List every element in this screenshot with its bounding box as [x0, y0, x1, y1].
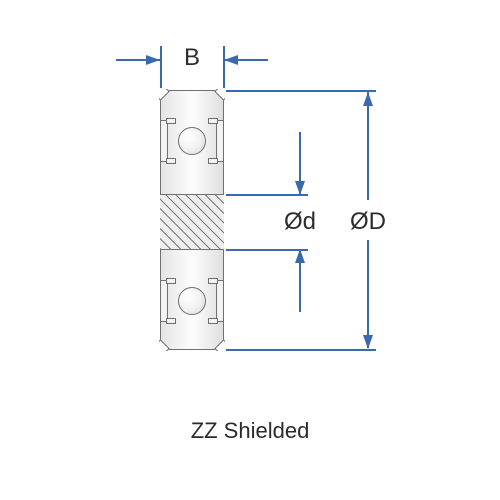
- upper-ball-assembly: [160, 120, 224, 162]
- dimension-line-D: [367, 92, 369, 200]
- dimension-label-d: Ød: [284, 208, 316, 236]
- shield-left: [160, 120, 168, 162]
- dimension-label-b: B: [184, 44, 200, 72]
- arrow-down-icon: [295, 181, 305, 195]
- extension-line: [160, 46, 162, 88]
- arrow-down-icon: [363, 335, 373, 349]
- corner-mask: [152, 75, 232, 89]
- extension-line: [226, 349, 376, 351]
- shield-lip: [208, 158, 218, 164]
- shield-lip: [208, 118, 218, 124]
- shield-lip: [166, 278, 176, 284]
- corner-mask: [152, 351, 232, 365]
- shield-right: [216, 120, 224, 162]
- extension-line: [223, 46, 225, 88]
- extension-line: [226, 90, 376, 92]
- shield-lip: [208, 318, 218, 324]
- shield-left: [160, 280, 168, 322]
- shield-lip: [208, 278, 218, 284]
- lower-ball-assembly: [160, 280, 224, 322]
- arrow-right-icon: [146, 55, 160, 65]
- shield-lip: [166, 318, 176, 324]
- shield-right: [216, 280, 224, 322]
- bore-section-hatch: [160, 194, 224, 250]
- bearing-technical-diagram: { "diagram": { "type": "technical-drawin…: [0, 0, 500, 500]
- arrow-up-icon: [363, 92, 373, 106]
- shield-lip: [166, 118, 176, 124]
- ball-element: [178, 287, 206, 315]
- dimension-label-D: ØD: [350, 208, 386, 236]
- arrow-left-icon: [224, 55, 238, 65]
- dimension-line-D: [367, 240, 369, 348]
- arrow-up-icon: [295, 249, 305, 263]
- shield-lip: [166, 158, 176, 164]
- ball-element: [178, 127, 206, 155]
- diagram-caption: ZZ Shielded: [0, 418, 500, 444]
